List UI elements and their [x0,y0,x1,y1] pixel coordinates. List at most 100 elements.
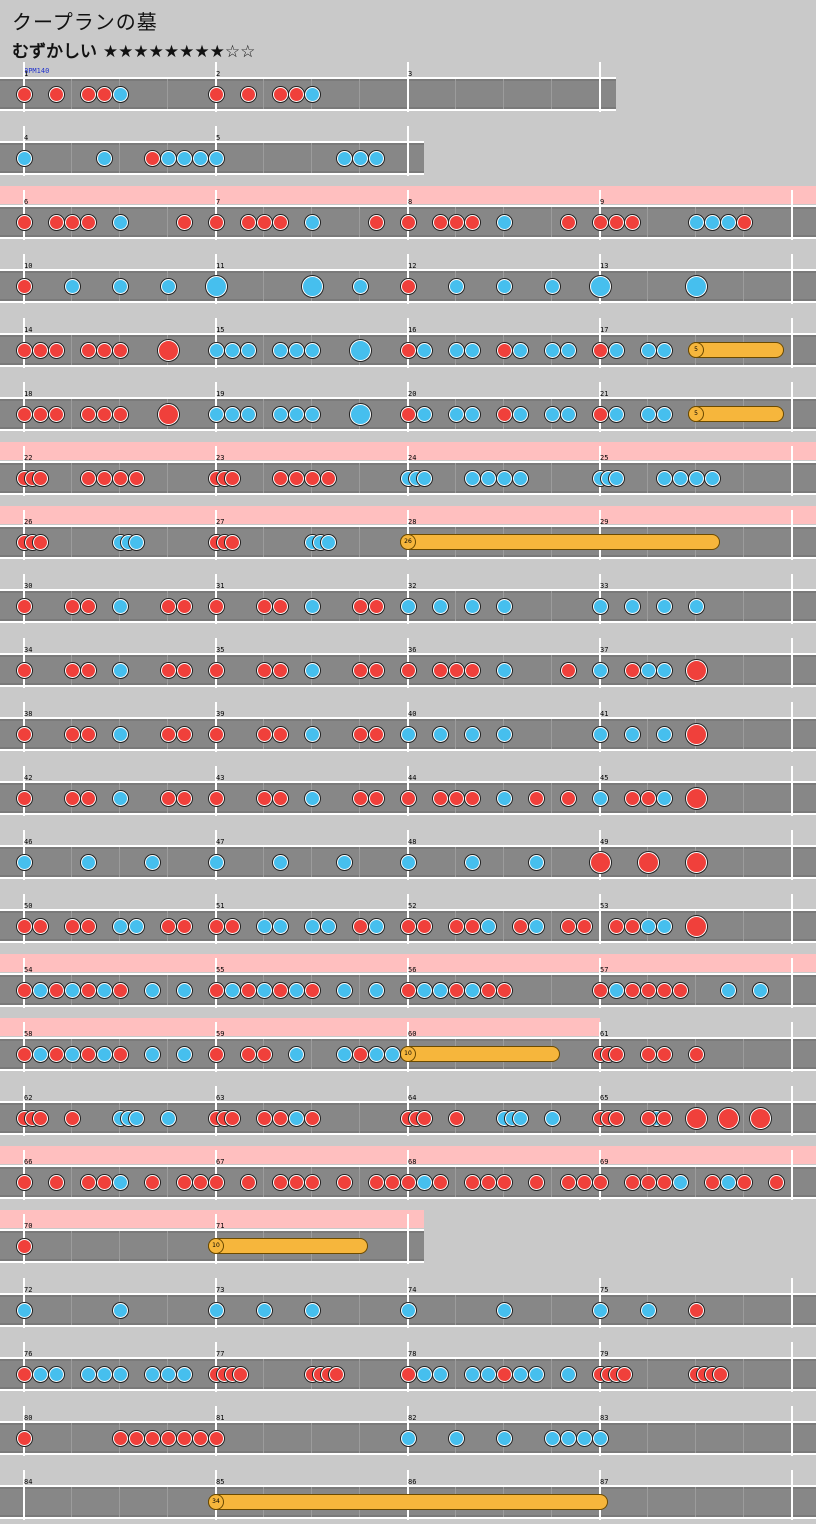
don-note [464,918,480,934]
big-don-note [749,1107,771,1129]
ka-note [304,86,320,102]
ka-note [368,150,384,166]
beat-line [119,847,120,877]
don-note [336,1174,352,1190]
beat-line [647,463,648,493]
chart-row: 58 59 60 61 10 [0,1018,816,1076]
ka-note [240,406,256,422]
beat-line [551,719,552,749]
measure-number: 58 [24,1030,33,1038]
don-note [208,86,224,102]
beat-line [359,207,360,237]
don-note [64,790,80,806]
don-note [112,406,128,422]
measure-number: 81 [216,1414,225,1422]
don-note [16,214,32,230]
bar-line [791,446,793,496]
don-note [624,1174,640,1190]
ka-note [480,470,496,486]
beat-line [359,1295,360,1325]
bar-line [791,574,793,624]
measure-number: 4 [24,134,29,142]
measure-number: 53 [600,902,609,910]
ka-note [272,406,288,422]
ka-note [640,406,656,422]
don-note [304,1174,320,1190]
don-note [208,214,224,230]
ka-note [640,342,656,358]
beat-line [71,1295,72,1325]
don-note [240,214,256,230]
beat-line [71,1167,72,1197]
ka-note [368,918,384,934]
don-note [208,918,224,934]
don-note [560,214,576,230]
measure-number: 82 [408,1414,417,1422]
ka-note [656,662,672,678]
don-note [272,726,288,742]
beat-line [263,79,264,109]
ka-note [448,1430,464,1446]
drumroll-head: 5 [689,407,703,421]
ka-note [288,1110,304,1126]
don-note [256,726,272,742]
beat-line [695,1423,696,1453]
don-note [224,534,240,550]
ka-note [272,854,288,870]
difficulty-label: むずかしい ★★★★★★★★☆☆ [12,42,256,62]
don-note [496,342,512,358]
beat-line [359,463,360,493]
don-note [208,662,224,678]
don-note [640,1110,656,1126]
don-note [592,406,608,422]
measure-number: 74 [408,1286,417,1294]
big-ka-note [349,339,371,361]
chart-row: 46 47 48 49 [0,826,816,884]
measure-number: 26 [24,518,33,526]
beat-line [647,719,648,749]
ka-note [656,726,672,742]
ka-note [304,598,320,614]
measure-number: 41 [600,710,609,718]
don-note [496,982,512,998]
don-note [448,918,464,934]
ka-note [400,598,416,614]
don-note [16,1046,32,1062]
don-note [112,1046,128,1062]
ka-note [128,1110,144,1126]
don-note [208,1046,224,1062]
ka-note [464,342,480,358]
don-note [224,470,240,486]
don-note [256,1110,272,1126]
don-note [16,982,32,998]
beat-line [263,1359,264,1389]
ka-note [416,1366,432,1382]
don-note [608,1110,624,1126]
beat-line [359,1423,360,1453]
don-note [208,790,224,806]
ka-note [80,854,96,870]
beat-line [167,463,168,493]
beat-line [311,847,312,877]
measure-number: 75 [600,1286,609,1294]
drumroll-bar [401,1047,559,1061]
don-note [160,598,176,614]
ka-note [112,214,128,230]
don-note [80,790,96,806]
ka-note [464,1366,480,1382]
don-note [232,1366,248,1382]
ka-note [720,1174,736,1190]
measure-number: 28 [408,518,417,526]
ka-note [368,982,384,998]
don-note [64,918,80,934]
ka-note [240,342,256,358]
ka-note [416,1174,432,1190]
measure-number: 44 [408,774,417,782]
ka-note [688,214,704,230]
don-note [616,1366,632,1382]
beat-line [743,1103,744,1133]
bar-line [791,318,793,368]
don-note [272,470,288,486]
ka-note [32,1046,48,1062]
chart-row: 34 35 36 37 [0,634,816,692]
